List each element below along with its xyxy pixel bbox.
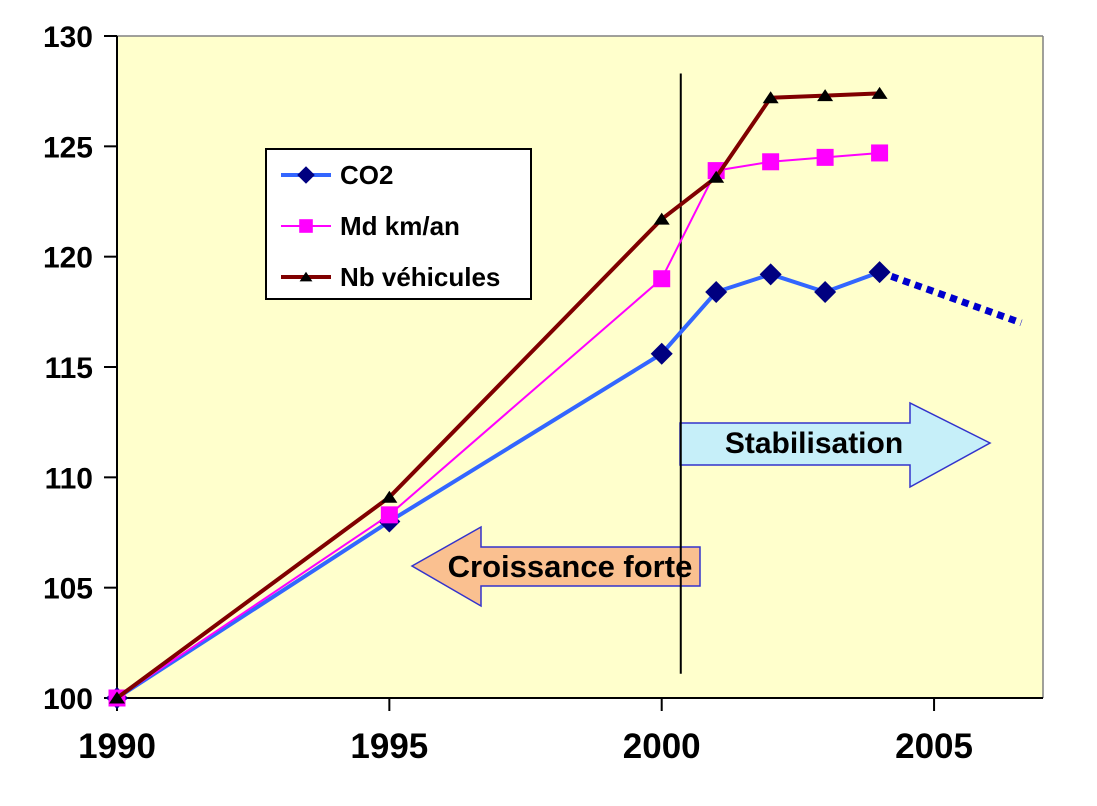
series-marker-square <box>762 153 780 171</box>
x-axis-tick-label: 1995 <box>350 727 428 766</box>
series-marker-triangle <box>109 691 125 704</box>
y-axis-tick-label: 105 <box>43 573 93 606</box>
co2-legend-marker-icon <box>281 166 331 184</box>
stabilisation-arrow-shape <box>679 401 992 489</box>
legend-item-md-km-an: Md km/an <box>281 206 460 246</box>
y-axis-tick-label: 130 <box>43 21 93 54</box>
series-marker-square <box>707 162 725 180</box>
legend-label-nb-vehicules: Nb véhicules <box>340 262 501 292</box>
y-axis-tick-label: 125 <box>43 131 93 164</box>
annotation-croissance-forte-label: Croissance forte <box>447 549 693 584</box>
co2-projection-dotted-line <box>878 268 1023 327</box>
legend-marker-square <box>299 219 313 233</box>
x-axis-tick-label: 2000 <box>623 727 701 766</box>
nb-vehicules-legend-marker-icon <box>281 271 331 282</box>
series-marker-triangle <box>817 89 834 102</box>
plot-area <box>117 36 1043 698</box>
md-km-an-legend-marker-icon <box>281 219 331 233</box>
legend-label-co2: CO2 <box>340 160 394 190</box>
y-axis-tick-label: 100 <box>43 683 93 716</box>
legend: CO2 Md km/an Nb véhicules <box>265 148 532 300</box>
series-marker-diamond <box>759 263 782 286</box>
series-marker-square <box>871 144 889 162</box>
legend-label-md-km-an: Md km/an <box>340 211 460 241</box>
legend-item-nb-vehicules: Nb véhicules <box>281 257 500 297</box>
x-axis-tick-label: 2005 <box>895 727 973 766</box>
y-axis-tick-label: 115 <box>45 352 93 385</box>
series-marker-diamond <box>868 261 891 284</box>
series-marker-triangle <box>708 170 725 183</box>
legend-item-co2: CO2 <box>281 155 393 195</box>
series-marker-triangle <box>381 490 398 503</box>
series-marker-diamond <box>705 280 728 303</box>
series-marker-diamond <box>650 342 673 365</box>
legend-marker-diamond <box>297 166 315 184</box>
series-marker-diamond <box>814 280 837 303</box>
y-axis-tick-label: 120 <box>43 242 93 275</box>
annotation-stabilisation-label: Stabilisation <box>724 427 904 460</box>
series-marker-triangle <box>871 86 888 99</box>
croissance-forte-arrow-shape <box>410 525 701 608</box>
y-axis-tick-label: 110 <box>45 462 93 495</box>
series-marker-triangle <box>762 91 779 104</box>
series-marker-square <box>380 506 398 524</box>
series-marker-square <box>816 148 834 166</box>
legend-marker-triangle <box>299 271 313 282</box>
x-axis-tick-label: 1990 <box>78 727 156 766</box>
series-marker-square <box>653 270 671 288</box>
series-marker-triangle <box>653 212 670 225</box>
